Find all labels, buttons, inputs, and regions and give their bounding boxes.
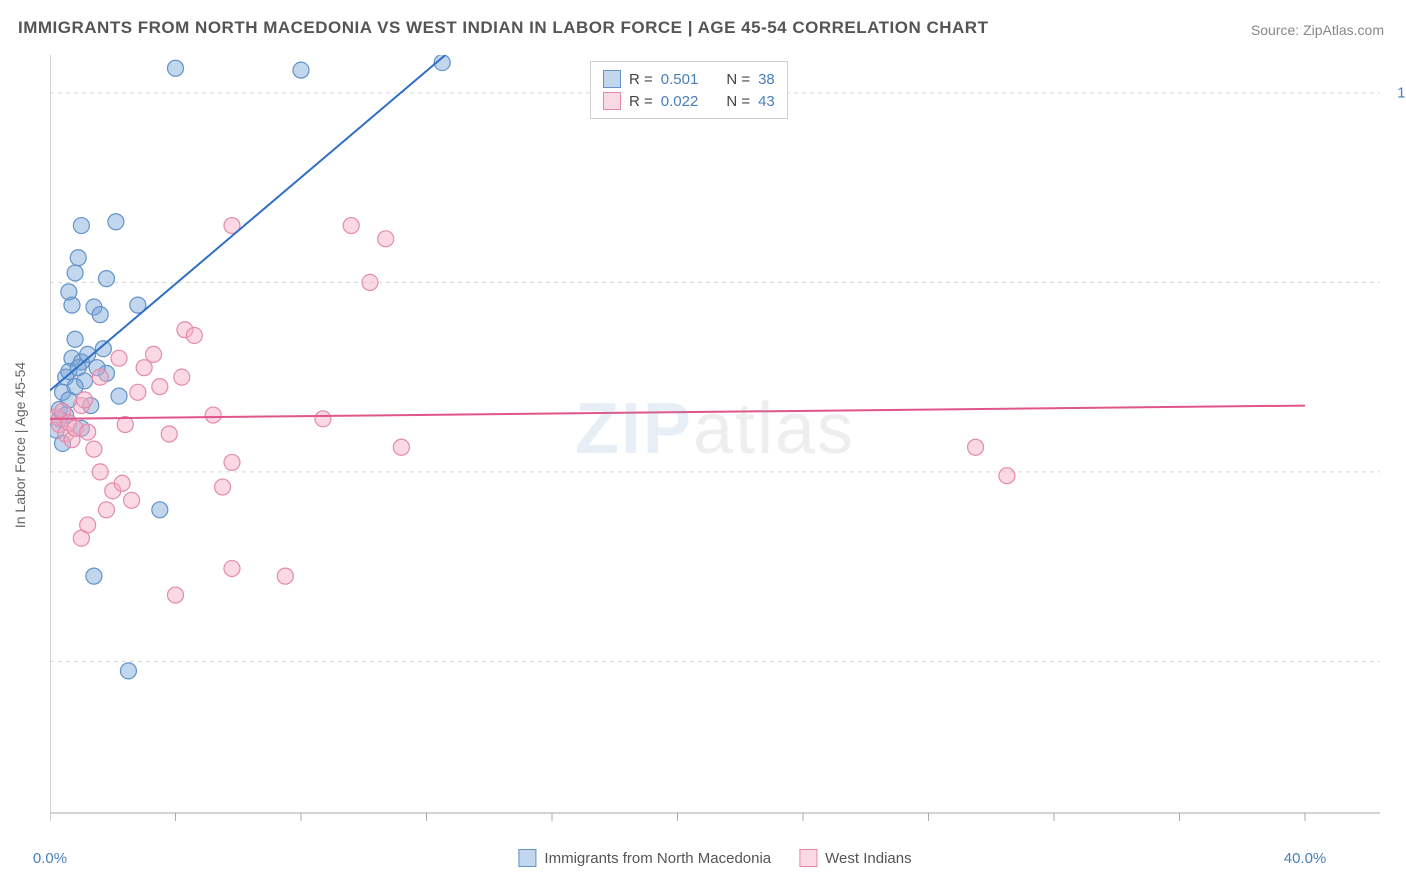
r-label: R = [629, 93, 653, 110]
chart-title: IMMIGRANTS FROM NORTH MACEDONIA VS WEST … [18, 18, 988, 38]
source-attribution: Source: ZipAtlas.com [1251, 22, 1384, 38]
legend-swatch [603, 92, 621, 110]
n-value: 43 [758, 93, 775, 110]
stats-legend: R = 0.501 N = 38 R = 0.022 N = 43 [590, 61, 788, 119]
y-axis-label: In Labor Force | Age 45-54 [12, 362, 28, 528]
r-value: 0.022 [661, 93, 699, 110]
y-tick-label: 100.0% [1397, 84, 1406, 101]
axes [50, 55, 1380, 821]
gridlines [50, 93, 1380, 662]
n-label: N = [726, 93, 750, 110]
legend-label: Immigrants from North Macedonia [544, 850, 771, 867]
r-value: 0.501 [661, 71, 699, 88]
n-label: N = [726, 71, 750, 88]
x-tick-label: 40.0% [1284, 850, 1327, 867]
legend-swatch [518, 849, 536, 867]
legend-swatch [799, 849, 817, 867]
series-legend: Immigrants from North Macedonia West Indi… [518, 849, 911, 867]
stats-row: R = 0.501 N = 38 [603, 68, 775, 90]
n-value: 38 [758, 71, 775, 88]
legend-item: Immigrants from North Macedonia [518, 849, 771, 867]
chart-svg [50, 55, 1380, 835]
stats-row: R = 0.022 N = 43 [603, 90, 775, 112]
plot-area: In Labor Force | Age 45-54 0.0%40.0% 70.… [50, 55, 1380, 835]
legend-item: West Indians [799, 849, 911, 867]
legend-label: West Indians [825, 850, 911, 867]
x-tick-label: 0.0% [33, 850, 67, 867]
series [50, 55, 1015, 679]
r-label: R = [629, 71, 653, 88]
legend-swatch [603, 70, 621, 88]
